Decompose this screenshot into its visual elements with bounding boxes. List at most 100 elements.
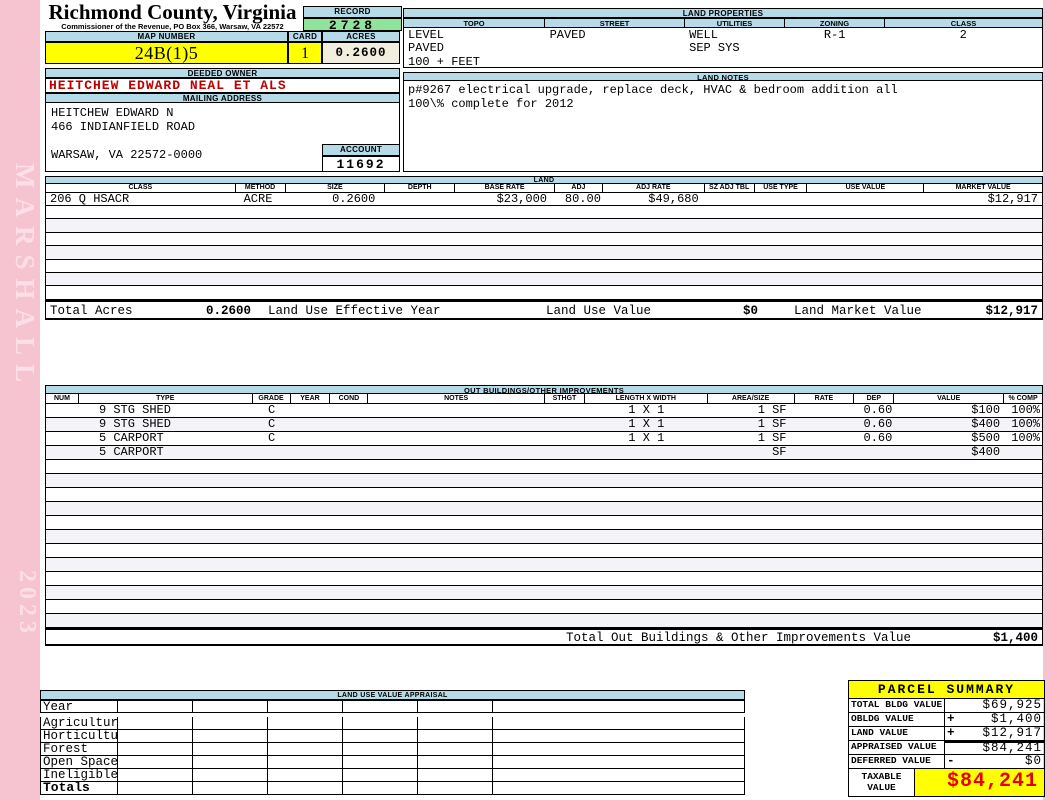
cell [291, 446, 331, 459]
county-title: Richmond County, Virginia [48, 0, 297, 24]
column-header: STREET [545, 18, 685, 28]
taxable-value-label: TAXABLE VALUE [848, 769, 915, 797]
cell [267, 701, 342, 713]
cell [492, 769, 745, 782]
cell: 5 CARPORT [98, 432, 164, 445]
cell [192, 717, 267, 730]
column-header: MARKET VALUE [955, 184, 1011, 191]
cell: 1 SF [757, 404, 787, 417]
land-use-row: Agriculture [40, 717, 745, 730]
cell [795, 432, 855, 445]
column-header: % COMP [1008, 395, 1038, 402]
cell: ACRE [243, 193, 273, 205]
acres-label: ACRES [322, 31, 400, 42]
row-label: Open Space [41, 756, 117, 769]
column-header: NUM [46, 394, 79, 403]
cell: 0.2600 [332, 193, 376, 205]
cell [795, 418, 855, 431]
empty-row [46, 614, 1042, 628]
sidebar-vendor-label: MARSHALL [10, 163, 40, 392]
cell [117, 782, 192, 795]
out-building-row: 5 CARPORT SF $400 [46, 446, 1042, 460]
card-label: CARD [288, 31, 322, 42]
empty-row [46, 474, 1042, 488]
cell [192, 730, 267, 743]
out-buildings-total-value: $1,400 [992, 631, 1038, 645]
taxable-value: $84,241 [915, 769, 1045, 797]
column-header: NOTES [368, 394, 545, 403]
record-label: RECORD [303, 6, 402, 18]
cell [545, 418, 585, 431]
land-market-value-label: Land Market Value [794, 304, 922, 318]
row-value: + $12,917 [945, 727, 1045, 741]
cell [267, 730, 342, 743]
mailing-address-lines: HEITCHEW EDWARD N 466 INDIANFIELD ROAD W… [51, 106, 203, 162]
row-label: TOTAL BLDG VALUE [848, 699, 945, 713]
cell [192, 743, 267, 756]
column-header: LENGTH X WIDTH [585, 394, 708, 403]
column-header: TOPO [403, 18, 545, 28]
empty-row [46, 460, 1042, 474]
column-header: USE VALUE [807, 184, 925, 192]
mailing-address-box: HEITCHEW EDWARD N 466 INDIANFIELD ROAD W… [45, 103, 400, 172]
cell [192, 769, 267, 782]
class-values: 2 [959, 28, 967, 42]
land-use-row: Open Space [40, 756, 745, 769]
row-label: APPRAISED VALUE [848, 741, 945, 755]
land-table-title: LAND [45, 176, 1043, 184]
empty-row [46, 206, 1042, 220]
row-label: OBLDG VALUE [848, 713, 945, 727]
land-use-appraisal-title: LAND USE VALUE APPRAISAL [40, 690, 745, 700]
cell [330, 446, 368, 459]
empty-row [46, 572, 1042, 586]
cell [46, 418, 79, 431]
parcel-summary-row: APPRAISED VALUE $84,241 [848, 741, 1045, 755]
cell [492, 782, 745, 795]
empty-row [46, 246, 1042, 260]
empty-row [46, 544, 1042, 558]
cell [492, 701, 745, 713]
map-number-value: 24B(1)5 [45, 42, 288, 64]
utilities-values: WELL SEP SYS [689, 28, 740, 56]
row-label: Horticulture [41, 730, 117, 743]
cell [755, 193, 808, 205]
out-building-row: 9 STG SHED C 1 X 1 1 SF 0.60 $100 100% [46, 404, 1042, 418]
cell [117, 730, 192, 743]
row-value: + $1,400 [945, 713, 1045, 727]
column-header: AREA/SIZE [708, 394, 795, 403]
empty-row [46, 272, 1042, 287]
out-buildings-header-row: NUM TYPE GRADE YEAR COND NOTES STHGT LENGTH X W… [45, 394, 1043, 404]
row-label: Ineligible [41, 769, 117, 782]
cell: 1 X 1 [628, 432, 665, 445]
commissioner-line: Commissioner of the Revenue, PO Box 366,… [61, 22, 284, 31]
cell [492, 717, 745, 730]
parcel-summary-row: OBLDG VALUE + $1,400 [848, 713, 1045, 727]
cell [330, 432, 368, 445]
land-use-appraisal-rows: Year AgricultureHorticultureForestOpen Sp… [40, 700, 745, 795]
sidebar-year-label: 2023 [14, 570, 40, 638]
cell: 80.00 [564, 193, 601, 205]
cell [368, 418, 545, 431]
cell [545, 404, 585, 417]
land-use-value: $0 [742, 304, 758, 318]
cell [291, 432, 331, 445]
column-header: UTILITIES [685, 18, 785, 28]
row-value: $69,925 [945, 699, 1045, 713]
cell [291, 404, 331, 417]
column-header: ADJ RATE [603, 184, 705, 192]
deeded-owner-value: HEITCHEW EDWARD NEAL ET ALS [45, 78, 400, 93]
out-buildings-empty-rows [45, 460, 1043, 628]
column-header: SZ ADJ TBL [705, 184, 755, 192]
cell: 1 SF [757, 418, 787, 431]
empty-row [46, 286, 1042, 300]
land-use-row: Horticulture [40, 730, 745, 743]
account-value: 11692 [322, 156, 400, 172]
total-acres-label: Total Acres [50, 304, 133, 318]
cell [417, 756, 492, 769]
cell: $23,000 [496, 193, 547, 205]
empty-row [46, 219, 1042, 233]
parcel-summary: PARCEL SUMMARY TOTAL BLDG VALUE $69,925 OB… [848, 680, 1045, 797]
land-market-value: $12,917 [985, 304, 1038, 318]
empty-row [46, 600, 1042, 614]
